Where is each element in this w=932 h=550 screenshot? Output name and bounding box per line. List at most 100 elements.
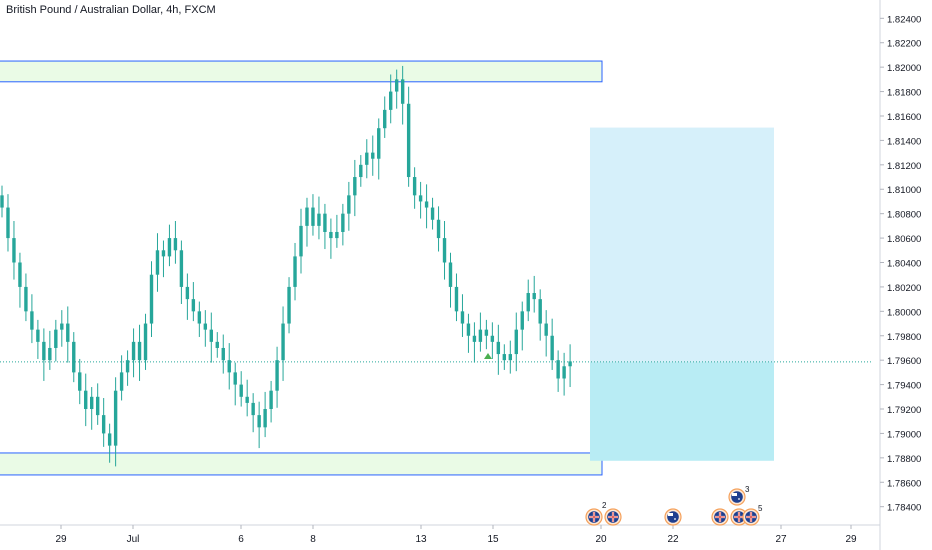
candle-body bbox=[478, 329, 483, 342]
candle-body bbox=[215, 341, 219, 348]
y-tick-label: 1.82200 bbox=[887, 39, 921, 50]
candle-body bbox=[538, 299, 542, 324]
candle-body bbox=[191, 299, 196, 312]
candle-body bbox=[107, 433, 112, 446]
candle-body bbox=[430, 207, 435, 220]
x-tick-label: 13 bbox=[415, 534, 427, 545]
candle-body bbox=[359, 164, 363, 178]
candle-body bbox=[347, 195, 351, 214]
candle-body bbox=[400, 79, 405, 104]
candle-body bbox=[329, 231, 333, 239]
candle-body bbox=[227, 360, 231, 373]
candle-body bbox=[412, 177, 417, 196]
y-tick-label: 1.78800 bbox=[887, 454, 921, 465]
uk-flag-icon[interactable] bbox=[604, 508, 622, 526]
candle-body bbox=[436, 219, 441, 239]
candle-body bbox=[143, 323, 148, 361]
y-tick-label: 1.80400 bbox=[887, 259, 921, 270]
candle-body bbox=[466, 323, 471, 336]
candle-body bbox=[179, 250, 184, 287]
candle-body bbox=[84, 390, 88, 410]
candle-body bbox=[490, 335, 495, 342]
candle-body bbox=[484, 329, 489, 336]
signal-marker-icon bbox=[484, 353, 492, 359]
support-zone[interactable] bbox=[0, 452, 603, 476]
candle-body bbox=[299, 225, 303, 257]
y-tick-label: 1.81400 bbox=[887, 136, 921, 147]
uk-flag-icon[interactable] bbox=[711, 508, 729, 526]
candle-body bbox=[149, 274, 154, 324]
candle-body bbox=[341, 213, 345, 232]
x-tick-label: Jul bbox=[127, 534, 140, 545]
uk-flag-icon[interactable] bbox=[585, 508, 603, 526]
economic-events-layer: 2 3 5 bbox=[585, 485, 763, 526]
candle-body bbox=[526, 293, 530, 312]
candle-body bbox=[323, 213, 327, 232]
resistance-zone[interactable] bbox=[0, 60, 603, 83]
candle-body bbox=[60, 323, 64, 330]
candle-body bbox=[239, 384, 243, 397]
y-tick-label: 1.82000 bbox=[887, 63, 921, 74]
y-tick-label: 1.79400 bbox=[887, 381, 921, 392]
candle-body bbox=[185, 286, 190, 300]
candle-body bbox=[287, 286, 291, 324]
candle-body bbox=[131, 341, 136, 361]
y-tick-label: 1.78600 bbox=[887, 478, 921, 489]
zones-layer bbox=[0, 60, 603, 476]
candle-body bbox=[568, 361, 572, 367]
uk-flag-icon[interactable] bbox=[742, 508, 760, 526]
x-tick-label: 29 bbox=[845, 534, 857, 545]
profit-target-area[interactable] bbox=[590, 127, 774, 363]
y-tick-label: 1.78400 bbox=[887, 503, 921, 514]
candle-body bbox=[562, 366, 566, 379]
candles-layer bbox=[0, 65, 572, 467]
candle-body bbox=[78, 372, 82, 391]
event-count-3: 3 bbox=[745, 485, 750, 494]
candle-body bbox=[502, 354, 507, 361]
price-lines-layer: 1.815051.795861.795831.78776 bbox=[0, 120, 932, 467]
candle-body bbox=[119, 372, 124, 391]
candle-body bbox=[520, 311, 524, 330]
candle-body bbox=[36, 329, 40, 342]
candle-body bbox=[72, 341, 76, 373]
candle-body bbox=[460, 311, 465, 324]
stop-loss-area[interactable] bbox=[590, 362, 774, 461]
y-tick-label: 1.80000 bbox=[887, 307, 921, 318]
candle-body bbox=[424, 201, 429, 208]
x-tick-label: 6 bbox=[238, 534, 244, 545]
y-tick-label: 1.80200 bbox=[887, 283, 921, 294]
chart-title: British Pound / Australian Dollar, 4h, F… bbox=[6, 4, 216, 16]
australia-flag-icon[interactable] bbox=[728, 488, 746, 506]
candle-body bbox=[406, 103, 411, 178]
y-tick-label: 1.81200 bbox=[887, 161, 921, 172]
candle-body bbox=[508, 354, 512, 361]
candle-body bbox=[442, 238, 447, 263]
australia-flag-icon[interactable] bbox=[664, 508, 682, 526]
candle-body bbox=[42, 341, 46, 361]
candle-body bbox=[532, 293, 536, 300]
candle-body bbox=[389, 91, 393, 110]
candle-body bbox=[24, 286, 28, 312]
y-tick-label: 1.79200 bbox=[887, 405, 921, 416]
x-tick-label: 20 bbox=[595, 534, 607, 545]
candle-body bbox=[556, 360, 560, 379]
x-tick-label: 29 bbox=[55, 534, 67, 545]
candle-body bbox=[66, 323, 70, 342]
candle-body bbox=[544, 323, 548, 336]
candle-body bbox=[281, 323, 285, 361]
candle-body bbox=[550, 335, 554, 361]
candle-body bbox=[30, 311, 34, 330]
y-tick-label: 1.81600 bbox=[887, 112, 921, 123]
candle-body bbox=[101, 415, 106, 434]
y-tick-label: 1.81800 bbox=[887, 88, 921, 99]
candle-body bbox=[371, 152, 375, 159]
candle-body bbox=[418, 195, 423, 202]
x-tick-label: 27 bbox=[775, 534, 787, 545]
candle-body bbox=[137, 341, 142, 361]
candle-body bbox=[161, 250, 166, 257]
y-tick-label: 1.79600 bbox=[887, 356, 921, 367]
x-tick-label: 15 bbox=[487, 534, 499, 545]
y-tick-label: 1.81000 bbox=[887, 185, 921, 196]
candle-body bbox=[269, 390, 273, 410]
